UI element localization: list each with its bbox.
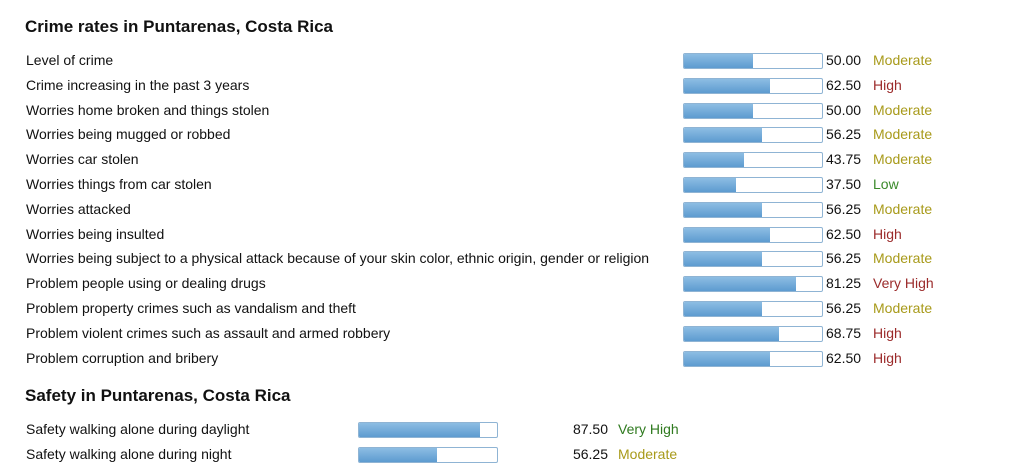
score-fill — [684, 78, 771, 93]
section-title: Crime rates in Puntarenas, Costa Rica — [25, 17, 334, 36]
score-value: 50.00 — [826, 52, 862, 68]
score-bar — [683, 53, 823, 69]
section-title: Safety in Puntarenas, Costa Rica — [25, 386, 291, 405]
score-value: 56.25 — [572, 445, 608, 462]
score-bar — [683, 301, 823, 317]
rating: Moderate — [873, 250, 933, 267]
score-fill — [684, 153, 745, 168]
score-bar — [683, 127, 823, 144]
rating: High — [873, 324, 902, 341]
score-bar — [683, 77, 823, 94]
row-label: Level of crime — [26, 52, 114, 68]
score-value: 62.50 — [826, 349, 862, 366]
rating: High — [873, 76, 902, 93]
score-value: 62.50 — [826, 225, 862, 242]
score-fill — [359, 447, 437, 462]
score-value: 87.50 — [572, 421, 608, 437]
score-bar — [358, 422, 498, 438]
score-value: 62.50 — [826, 76, 862, 93]
score-value: 50.00 — [826, 101, 862, 118]
rating: Moderate — [873, 126, 933, 143]
score-fill — [684, 277, 797, 292]
row-label: Problem people using or dealing drugs — [26, 275, 266, 292]
rating: Moderate — [873, 300, 933, 316]
score-fill — [684, 227, 771, 242]
row-label: Crime increasing in the past 3 years — [26, 76, 250, 93]
rating: Moderate — [873, 101, 933, 118]
row-label: Problem corruption and bribery — [26, 349, 219, 366]
rating: Moderate — [618, 445, 678, 462]
score-fill — [684, 252, 762, 267]
score-bar — [683, 325, 823, 342]
score-bar — [683, 152, 823, 169]
score-value: 43.75 — [826, 151, 862, 168]
score-fill — [684, 128, 762, 143]
score-value: 81.25 — [826, 275, 862, 292]
score-fill — [684, 54, 753, 68]
score-value: 56.25 — [826, 200, 862, 217]
row-label: Problem violent crimes such as assault a… — [26, 324, 391, 341]
rating: High — [873, 225, 902, 242]
score-bar — [683, 276, 823, 293]
score-fill — [684, 103, 753, 118]
row-label: Worries being insulted — [26, 225, 165, 242]
row-label: Safety walking alone during night — [26, 445, 232, 462]
rating: High — [873, 349, 902, 366]
score-value: 56.25 — [826, 300, 862, 316]
score-bar — [683, 102, 823, 119]
score-value: 56.25 — [826, 250, 862, 267]
rating: Moderate — [873, 200, 933, 217]
score-fill — [684, 326, 779, 341]
rating: Moderate — [873, 151, 933, 168]
score-bar — [683, 226, 823, 243]
row-label: Worries car stolen — [26, 151, 139, 168]
rating: Very High — [618, 421, 679, 437]
score-value: 68.75 — [826, 324, 862, 341]
score-fill — [359, 423, 480, 437]
score-fill — [684, 202, 762, 217]
row-label: Worries being subject to a physical atta… — [26, 250, 650, 267]
score-bar — [683, 177, 823, 193]
score-fill — [684, 302, 762, 316]
row-label: Worries being mugged or robbed — [26, 126, 231, 143]
score-bar — [683, 201, 823, 218]
row-label: Problem property crimes such as vandalis… — [26, 300, 356, 316]
score-bar — [683, 251, 823, 268]
rating: Moderate — [873, 52, 933, 68]
rating: Low — [873, 176, 899, 192]
row-label: Safety walking alone during daylight — [26, 421, 250, 437]
row-label: Worries attacked — [26, 200, 131, 217]
rating: Very High — [873, 275, 934, 292]
score-fill — [684, 351, 771, 366]
score-fill — [684, 178, 736, 192]
score-bar — [683, 350, 823, 367]
row-label: Worries home broken and things stolen — [26, 101, 270, 118]
score-value: 37.50 — [826, 176, 862, 192]
score-value: 56.25 — [826, 126, 862, 143]
score-bar — [358, 446, 498, 463]
row-label: Worries things from car stolen — [26, 176, 212, 192]
